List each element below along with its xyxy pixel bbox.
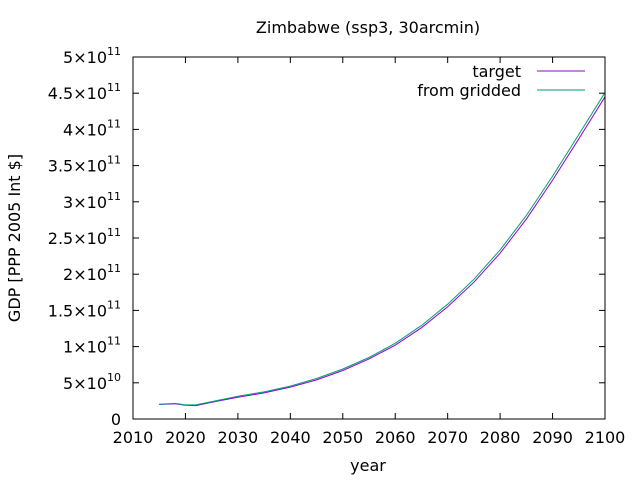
y-tick-label: 4.5×1011	[48, 81, 121, 103]
x-tick-label: 2020	[165, 428, 206, 447]
y-tick-label: 1.5×1011	[48, 298, 121, 320]
y-tick-label: 0	[111, 410, 121, 429]
y-tick-label: 2.5×1011	[48, 226, 121, 248]
x-tick-label: 2090	[532, 428, 573, 447]
plot-frame	[132, 56, 606, 420]
y-tick-label: 3×1011	[63, 190, 121, 212]
x-tick-label: 2040	[270, 428, 311, 447]
y-tick-label: 4×1011	[63, 117, 121, 139]
legend-label-0: target	[472, 62, 521, 81]
y-tick-label: 1×1011	[63, 335, 121, 357]
x-tick-label: 2060	[375, 428, 416, 447]
y-tick-label: 2×1011	[63, 262, 121, 284]
data-series	[159, 92, 606, 407]
series-line-0	[159, 96, 606, 407]
x-tick-label: 2050	[322, 428, 363, 447]
legend-label-1: from gridded	[417, 81, 521, 100]
y-axis-label: GDP [PPP 2005 Int $]	[5, 154, 24, 322]
x-tick-label: 2070	[427, 428, 468, 447]
x-tick-label: 2080	[480, 428, 521, 447]
x-tick-label: 2030	[218, 428, 259, 447]
chart-title: Zimbabwe (ssp3, 30arcmin)	[256, 18, 480, 37]
y-tick-label: 3.5×1011	[48, 154, 121, 176]
x-tick-label: 2010	[113, 428, 154, 447]
y-tick-label: 5×1011	[63, 45, 121, 67]
series-line-1	[159, 92, 606, 406]
axis-ticks: 2010 2020 2030 2040 2050 2060 2070 2080 2090 2100…	[48, 45, 626, 447]
x-tick-label: 2100	[585, 428, 626, 447]
y-tick-label: 5×1010	[63, 371, 121, 393]
x-axis-label: year	[350, 456, 386, 475]
